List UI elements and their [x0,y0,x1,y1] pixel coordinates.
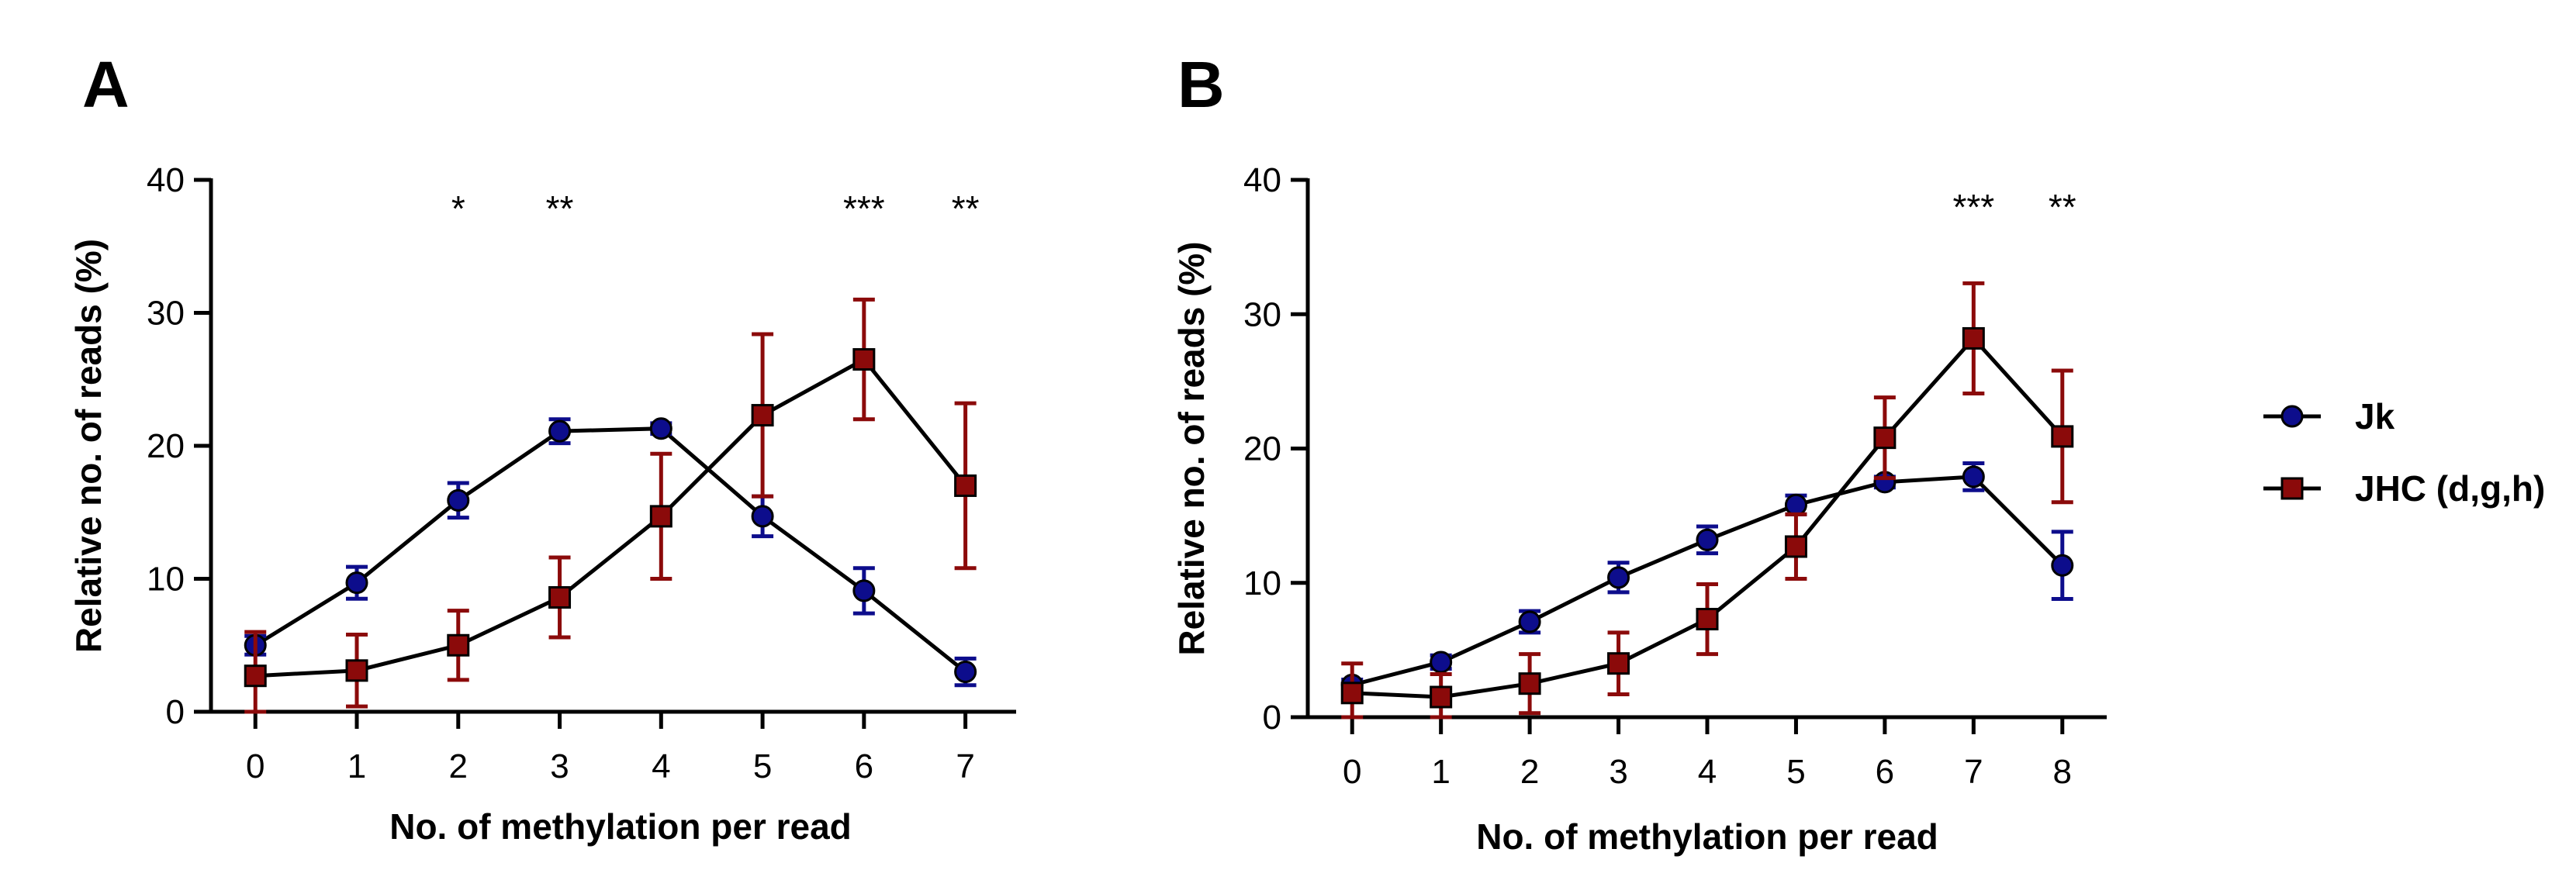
x-tick-label: 2 [1520,753,1539,791]
data-point-jk [1962,465,1985,488]
data-point-jk [1607,566,1630,589]
y-tick-label: 20 [1243,430,1281,468]
data-point-jhc [1696,608,1719,631]
x-tick-label: 5 [753,747,772,785]
data-point-jhc [1340,682,1364,705]
y-tick-label: 30 [1243,295,1281,333]
data-point-jhc [751,404,774,427]
y-axis-title: Relative no. of reads (%) [1171,241,1212,655]
data-point-jk [1784,493,1807,516]
legend-label: JHC (d,g,h) [2355,468,2545,509]
x-tick-label: 6 [1876,753,1894,791]
x-tick-label: 3 [550,747,569,785]
data-point-jk [1430,651,1453,674]
chart-panel-b: B 0 10 20 30 40 0 1 2 3 4 5 6 7 8 No. of methylation pe… [1171,48,2107,857]
x-tick-label: 0 [246,747,265,785]
legend-marker-circle [2280,405,2304,428]
y-tick-label: 0 [1263,699,1281,737]
data-point-jhc [649,505,673,528]
chart-panel-a: A 0 10 20 30 40 0 1 2 3 4 5 6 7 No. of methylation per… [68,48,1016,847]
data-point-jk [751,505,774,528]
x-tick-label: 1 [1431,753,1450,791]
data-point-jk [447,488,470,512]
panel-letter: A [82,48,130,121]
x-tick-label: 3 [1609,753,1627,791]
y-tick-label: 30 [147,295,185,333]
data-point-jhc [1607,652,1630,675]
data-point-jk [649,417,673,440]
data-point-jhc [345,659,368,682]
y-tick-label: 40 [1243,161,1281,199]
data-point-jk [954,661,977,684]
data-point-jhc [852,348,876,371]
data-point-jhc [1784,535,1807,558]
y-tick-label: 10 [1243,564,1281,602]
data-point-jhc [244,664,267,688]
x-tick-label: 7 [1964,753,1983,791]
data-point-jk [2051,554,2074,577]
data-point-jk [1696,528,1719,551]
legend-label: Jk [2355,396,2395,437]
data-point-jk [852,579,876,602]
data-point-jhc [1873,426,1897,450]
x-tick-label: 0 [1343,753,1361,791]
significance-marker: ** [546,188,574,229]
data-point-jhc [954,474,977,497]
significance-marker: ** [952,188,980,229]
series-line-jhc [255,357,967,678]
significance-marker: *** [843,188,885,229]
series-line-jk [254,426,967,674]
y-tick-label: 0 [166,693,185,731]
data-point-jhc [2051,425,2074,448]
significance-marker: ** [2049,187,2076,227]
x-tick-label: 8 [2053,753,2072,791]
x-tick-label: 7 [956,747,974,785]
x-tick-label: 5 [1786,753,1805,791]
y-tick-label: 20 [147,427,185,465]
x-tick-label: 4 [1698,753,1717,791]
x-tick-label: 6 [855,747,873,785]
legend: Jk JHC (d,g,h) [2263,396,2545,509]
significance-marker: * [451,188,465,229]
y-axis-title: Relative no. of reads (%) [68,239,109,653]
x-tick-label: 1 [348,747,366,785]
data-point-jk [1518,610,1541,633]
y-tick-label: 40 [147,161,185,199]
data-point-jk [548,419,572,443]
legend-item-jhc: JHC (d,g,h) [2263,468,2545,509]
data-point-jk [345,571,368,595]
legend-item-jk: Jk [2263,396,2395,437]
data-point-jhc [1962,326,1985,350]
data-point-jhc [1518,672,1541,695]
data-point-jhc [548,586,572,609]
legend-marker-square [2280,477,2304,500]
x-axis-title: No. of methylation per read [389,806,852,847]
significance-marker: *** [1952,187,1994,227]
data-point-jhc [447,633,470,657]
x-tick-label: 2 [449,747,468,785]
panel-letter: B [1177,48,1225,121]
data-point-jhc [1430,685,1453,709]
y-tick-label: 10 [147,561,185,599]
x-tick-label: 4 [652,747,670,785]
x-axis-title: No. of methylation per read [1476,816,1938,857]
